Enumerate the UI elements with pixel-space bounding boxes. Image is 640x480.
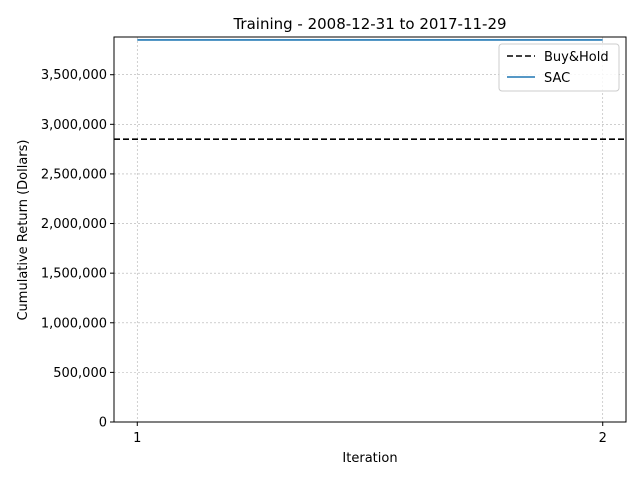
x-axis-title: Iteration bbox=[342, 451, 397, 466]
series-layer bbox=[114, 39, 626, 141]
y-tick-label: 500,000 bbox=[53, 366, 107, 381]
y-tick-label: 3,000,000 bbox=[41, 118, 107, 133]
y-tick-label: 3,500,000 bbox=[41, 68, 107, 83]
y-tick-label: 2,500,000 bbox=[41, 167, 107, 182]
legend-label: Buy&Hold bbox=[544, 50, 609, 65]
y-tick-label: 1,500,000 bbox=[41, 267, 107, 282]
y-tick-label: 1,000,000 bbox=[41, 316, 107, 331]
y-tick-label: 0 bbox=[99, 416, 107, 431]
legend-label: SAC bbox=[544, 71, 570, 86]
chart-title: Training - 2008-12-31 to 2017-11-29 bbox=[232, 15, 506, 33]
legend: Buy&Hold SAC bbox=[498, 43, 620, 92]
y-axis: 0 500,000 1,000,000 1,500,000 2,000,000 2,500… bbox=[41, 68, 114, 431]
x-tick-label: 1 bbox=[133, 431, 141, 446]
y-tick-label: 2,000,000 bbox=[41, 217, 107, 232]
x-tick-label: 2 bbox=[599, 431, 607, 446]
y-axis-title: Cumulative Return (Dollars) bbox=[16, 139, 31, 320]
plot-frame bbox=[113, 36, 627, 423]
